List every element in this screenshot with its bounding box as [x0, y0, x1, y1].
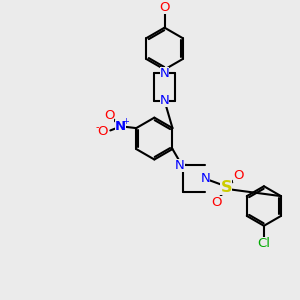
Text: O: O	[98, 125, 108, 138]
Text: +: +	[122, 117, 129, 126]
Text: N: N	[160, 94, 170, 107]
Text: Cl: Cl	[257, 237, 270, 250]
Text: O: O	[212, 196, 222, 209]
Text: O: O	[104, 109, 114, 122]
Text: N: N	[175, 158, 184, 172]
Text: N: N	[200, 172, 210, 185]
Text: -: -	[95, 122, 99, 132]
Text: N: N	[175, 158, 184, 172]
Text: O: O	[159, 2, 170, 14]
Text: N: N	[160, 67, 170, 80]
Text: N: N	[115, 120, 126, 133]
Text: N: N	[160, 94, 170, 107]
Text: O: O	[233, 169, 244, 182]
Text: S: S	[220, 181, 232, 196]
